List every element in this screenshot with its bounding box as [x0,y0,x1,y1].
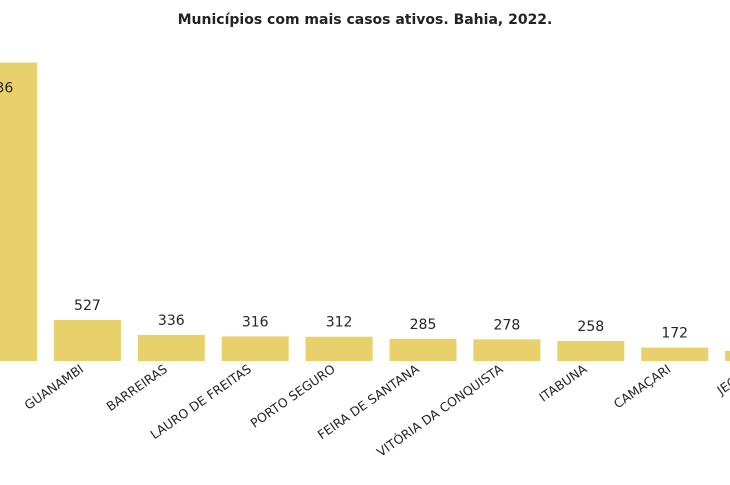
data-label: 527 [74,298,101,314]
data-label: 172 [661,326,688,342]
data-label: 285 [410,317,437,333]
bar [221,336,289,361]
chart-title: Municípios com mais casos ativos. Bahia,… [177,12,553,28]
category-label: BARREIRAS [103,361,170,414]
data-label: 278 [494,317,521,333]
data-label: 258 [577,319,604,335]
data-label: 336 [158,313,185,329]
category-label: JEQUIÉ [713,361,730,398]
bar [389,338,457,361]
bar [53,320,121,361]
bar [137,334,205,361]
bar [725,350,730,361]
data-label: 312 [326,315,353,331]
bar [305,336,373,361]
category-label: CAMAÇARI [611,361,674,411]
category-label: ITABUNA [536,361,590,405]
bar [473,339,541,361]
category-label: PORTO SEGURO [247,361,337,431]
bar [557,340,625,361]
bar [0,62,37,361]
data-label: 3836 [0,81,13,97]
category-label: GUANAMBI [22,361,87,412]
data-label: 316 [242,314,269,330]
bar [641,347,709,361]
